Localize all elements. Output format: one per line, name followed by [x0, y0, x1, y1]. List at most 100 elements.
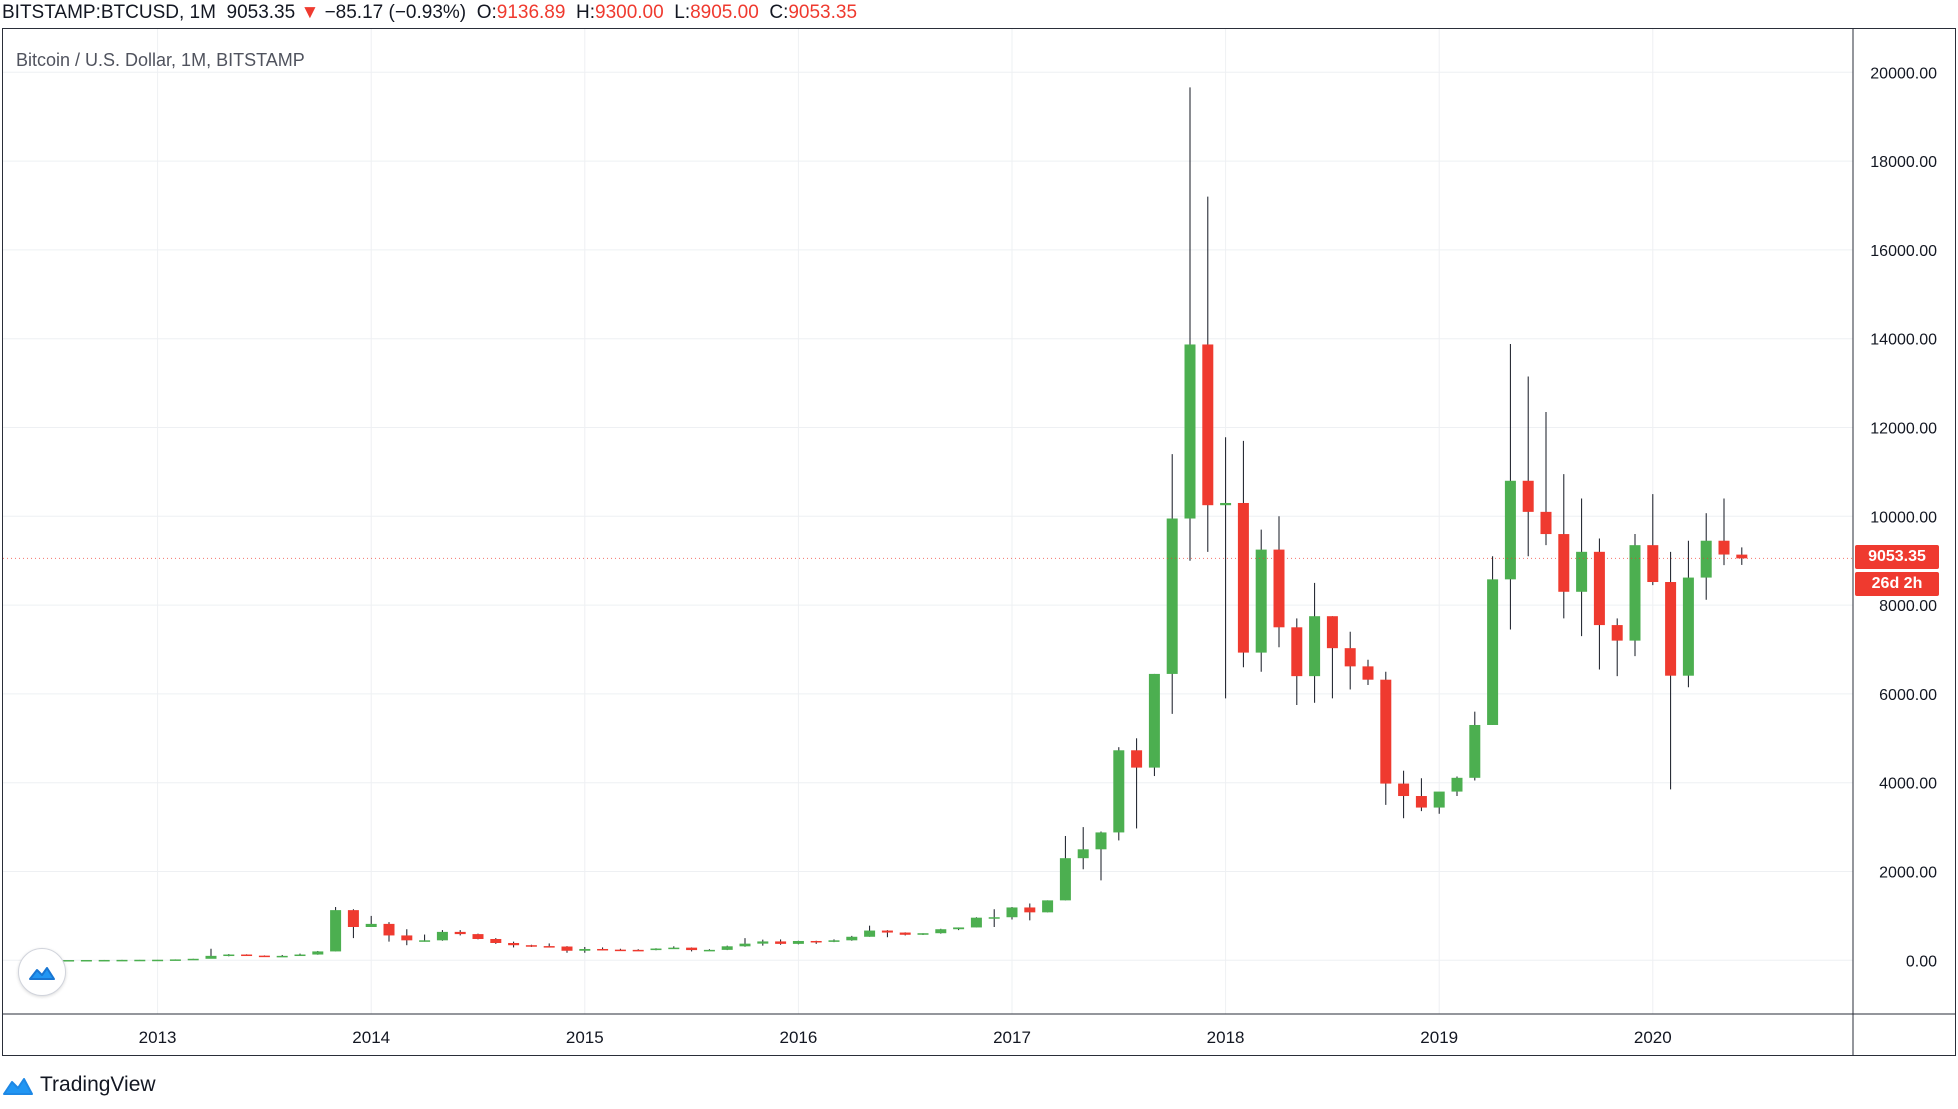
candle-body: [668, 947, 680, 950]
candle-body: [632, 949, 644, 952]
low-value: 8905.00: [690, 2, 759, 23]
symbol-name[interactable]: BITSTAMP:BTCUSD, 1M: [2, 2, 216, 23]
candle-body: [63, 960, 75, 962]
candle-body: [881, 930, 893, 933]
candle-body: [1469, 724, 1481, 778]
candle-body: [917, 933, 929, 935]
candle-body: [1113, 750, 1125, 833]
candle-body: [205, 955, 217, 959]
candle-body: [953, 927, 965, 930]
candle-body: [1504, 480, 1516, 580]
candle-body: [1629, 545, 1641, 641]
candle-body: [721, 946, 733, 950]
symbol-header: BITSTAMP:BTCUSD, 1M 9053.35 ▼ −85.17 (−0…: [0, 0, 1958, 26]
y-tick-label: 8000.00: [1879, 598, 1937, 615]
candle-body: [864, 930, 876, 937]
x-tick-label: 2020: [1634, 1028, 1672, 1047]
candle-body: [561, 946, 573, 951]
low-label: L:: [674, 2, 691, 23]
candle-body: [1255, 549, 1267, 653]
y-tick-label: 18000.00: [1870, 154, 1937, 171]
tradingview-cloud-icon: [29, 967, 55, 980]
x-tick-label: 2019: [1420, 1028, 1458, 1047]
open-value: 9136.89: [496, 2, 566, 23]
candle-body: [419, 940, 431, 942]
candle-body: [1665, 582, 1677, 676]
candle-body: [1202, 344, 1214, 506]
candle-body: [116, 959, 128, 962]
candle-body: [650, 948, 662, 951]
x-tick-label: 2018: [1207, 1028, 1245, 1047]
y-tick-label: 16000.00: [1870, 243, 1937, 260]
candle-body: [703, 949, 715, 952]
y-tick-label: 2000.00: [1879, 865, 1937, 882]
candle-body: [792, 940, 804, 944]
candle-body: [1273, 549, 1285, 628]
candle-body: [330, 910, 342, 952]
candle-body: [1558, 534, 1570, 592]
candle-body: [1166, 518, 1178, 674]
candle-body: [401, 935, 413, 941]
candle-body: [1006, 907, 1018, 918]
open-label: O:: [476, 2, 497, 23]
x-tick-label: 2016: [779, 1028, 817, 1047]
y-tick-label: 12000.00: [1870, 421, 1937, 438]
candle-body: [1736, 554, 1748, 559]
candle-body: [241, 954, 253, 957]
candle-body: [1059, 858, 1071, 901]
candle-body: [187, 958, 199, 961]
candle-body: [810, 940, 822, 943]
candle-body: [365, 923, 377, 927]
candle-body: [80, 959, 92, 962]
candle-body: [1077, 849, 1089, 859]
candle-body: [935, 929, 947, 934]
y-tick-label: 20000.00: [1870, 65, 1937, 82]
price-change: −85.17 (−0.93%): [324, 2, 467, 23]
candle-body: [597, 948, 609, 951]
candle-body: [1024, 907, 1036, 913]
y-tick-label: 14000.00: [1870, 332, 1937, 349]
candle-body: [383, 923, 395, 936]
y-tick-label: 4000.00: [1879, 776, 1937, 793]
candle-body: [579, 948, 591, 951]
chart-frame: [2, 28, 1956, 1056]
candle-body: [846, 936, 858, 941]
tradingview-footer-icon: [3, 1078, 33, 1095]
candle-body: [1220, 502, 1232, 506]
bar-countdown-tag: 26d 2h: [1855, 572, 1939, 596]
candle-body: [1095, 832, 1107, 850]
candle-body: [828, 940, 840, 942]
candle-body: [276, 955, 288, 958]
close-label: C:: [769, 2, 789, 23]
candle-body: [1398, 783, 1410, 797]
tradingview-logo-button[interactable]: [18, 948, 66, 996]
x-tick-label: 2017: [993, 1028, 1031, 1047]
last-price: 9053.35: [226, 2, 296, 23]
candle-body: [152, 959, 164, 962]
change-down-icon: ▼: [300, 2, 320, 23]
candle-body: [134, 959, 146, 962]
candle-body: [98, 959, 110, 962]
candle-body: [543, 946, 555, 948]
footer-branding[interactable]: TradingView: [2, 1068, 156, 1102]
candle-body: [1184, 344, 1196, 519]
candle-body: [1380, 679, 1392, 784]
candle-body: [1309, 616, 1321, 677]
x-tick-label: 2013: [139, 1028, 177, 1047]
candle-body: [525, 945, 537, 947]
candle-body: [169, 959, 181, 961]
candle-body: [1326, 616, 1338, 649]
y-tick-label: 6000.00: [1879, 687, 1937, 704]
candle-body: [1593, 551, 1605, 626]
tradingview-brand[interactable]: TradingView: [40, 1073, 156, 1096]
x-tick-label: 2014: [352, 1028, 390, 1047]
candle-body: [757, 941, 769, 944]
candle-body: [775, 941, 787, 944]
candle-body: [739, 943, 751, 947]
candle-body: [508, 942, 520, 946]
candle-body: [223, 954, 235, 957]
candle-body: [1148, 673, 1160, 768]
candle-body: [312, 951, 324, 955]
y-tick-label: 0.00: [1906, 953, 1937, 970]
